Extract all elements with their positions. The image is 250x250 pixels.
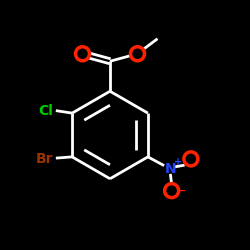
Text: +: + [174,157,182,167]
Text: Cl: Cl [38,104,53,118]
Circle shape [184,152,198,166]
Text: −: − [176,186,186,196]
Text: N: N [164,162,176,176]
Circle shape [76,47,90,61]
Circle shape [130,47,144,61]
Circle shape [165,184,179,198]
Text: Br: Br [36,152,53,166]
